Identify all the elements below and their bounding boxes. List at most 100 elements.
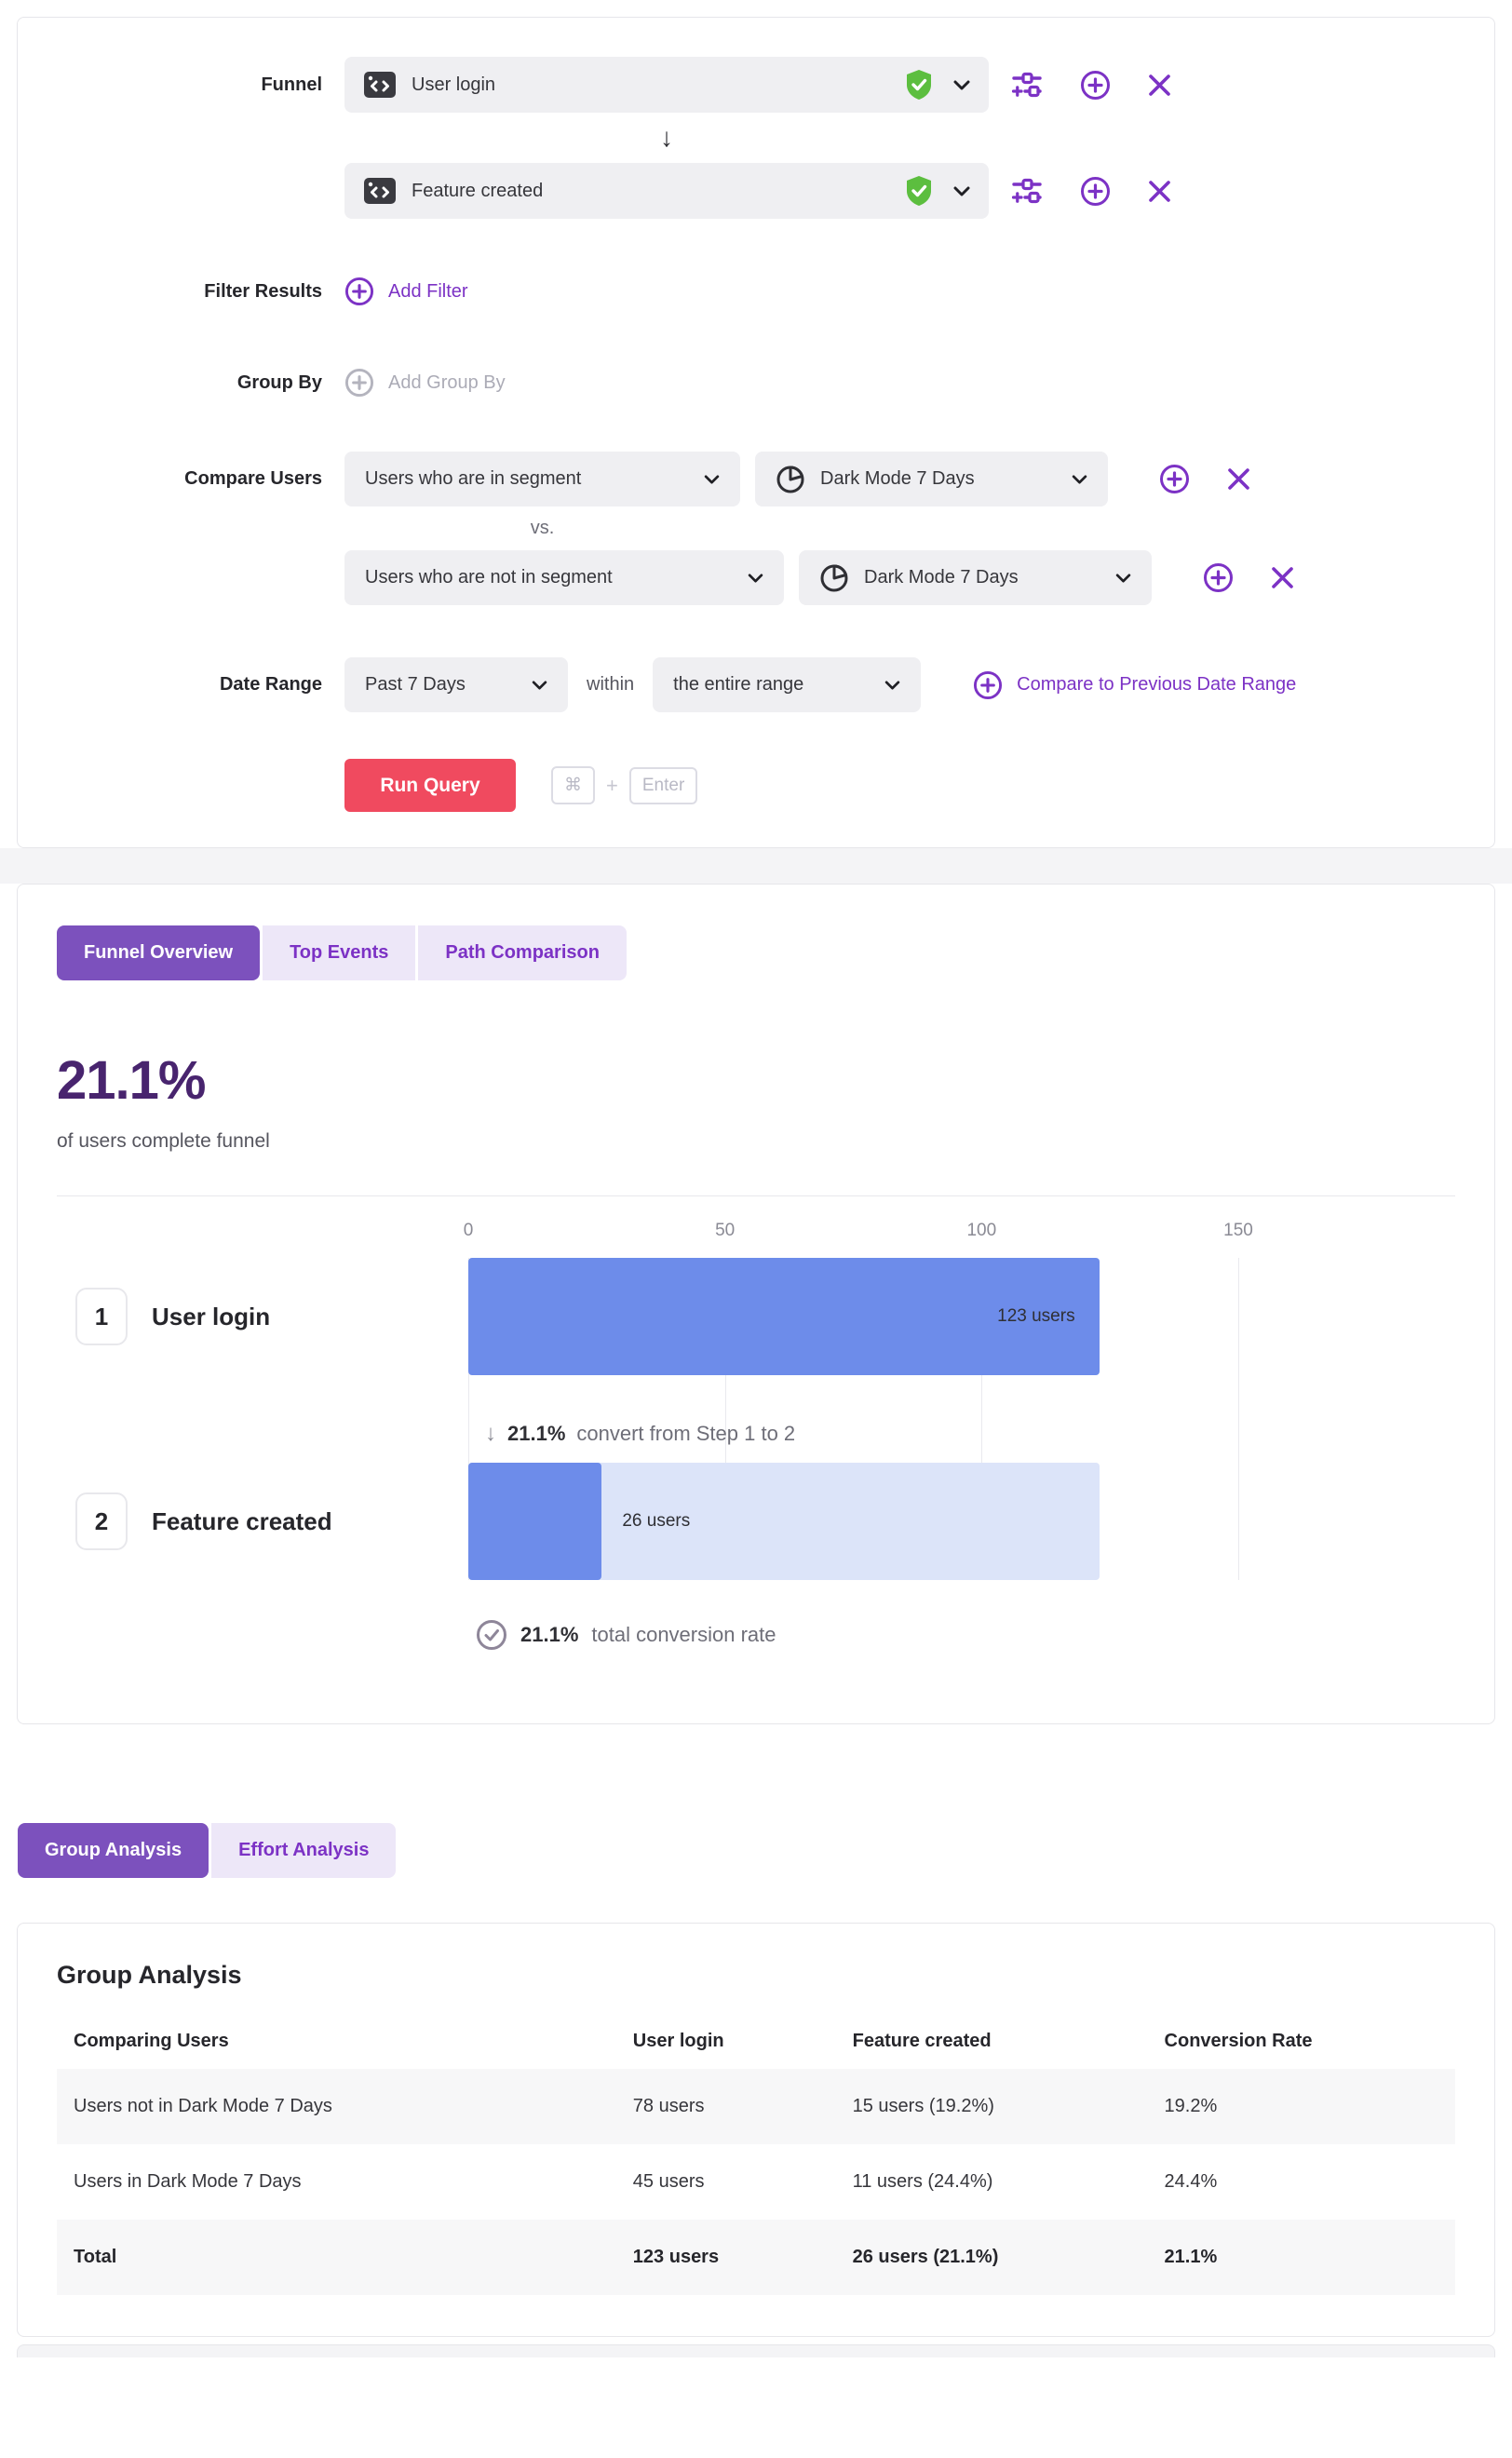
within-label: within <box>587 674 635 695</box>
chevron-down-icon <box>1072 474 1087 484</box>
enter-key: Enter <box>628 766 698 804</box>
compare2-remove-x-icon[interactable] <box>1271 566 1294 589</box>
step1-filter-sliders-icon[interactable] <box>1011 70 1043 100</box>
event-icon <box>363 70 397 100</box>
headline-caption: of users complete funnel <box>57 1130 270 1152</box>
funnel-results-card: Funnel Overview Top Events Path Comparis… <box>17 884 1495 1724</box>
chevron-down-icon <box>884 680 900 690</box>
bar1-users-label: 123 users <box>997 1306 1075 1326</box>
chevron-down-icon <box>704 474 720 484</box>
tab-effort-analysis[interactable]: Effort Analysis <box>211 1823 397 1878</box>
col-conversion-rate: Conversion Rate <box>1164 2031 1313 2051</box>
compare1-add-plus-circle-icon[interactable] <box>1159 464 1190 494</box>
segment-select-2[interactable]: Dark Mode 7 Days <box>799 550 1152 605</box>
axis-tick-label: 50 <box>715 1221 736 1240</box>
cell-user-login: 123 users <box>632 2247 720 2267</box>
table-row: Users in Dark Mode 7 Days 45 users 11 us… <box>57 2144 1455 2220</box>
total-conversion-headline: 21.1% <box>57 1050 206 1111</box>
event-selector-step1[interactable]: User login <box>344 57 989 113</box>
tab-group-analysis[interactable]: Group Analysis <box>18 1823 209 1878</box>
step2-name: Feature created <box>152 1506 332 1535</box>
axis-gridline <box>724 1258 726 1580</box>
funnel-bar-2[interactable] <box>468 1463 602 1580</box>
total-conversion-note: 21.1% total conversion rate <box>476 1619 776 1651</box>
keyboard-shortcut-hint: ⌘ + Enter <box>551 766 698 804</box>
run-query-row: Run Query ⌘ + Enter <box>57 759 1455 812</box>
step-conversion-text: convert from Step 1 to 2 <box>576 1422 796 1445</box>
add-filter-label: Add Filter <box>388 280 468 302</box>
axis-tick-label: 0 <box>463 1221 474 1240</box>
segment-membership-value: Users who are not in segment <box>365 567 613 587</box>
segment-select-1[interactable]: Dark Mode 7 Days <box>755 452 1108 506</box>
run-query-button[interactable]: Run Query <box>344 759 516 812</box>
event-icon <box>363 176 397 206</box>
cell-user-login: 78 users <box>632 2096 705 2116</box>
compare-users-row1: Compare Users Users who are in segment D… <box>57 452 1455 506</box>
step2-filter-sliders-icon[interactable] <box>1011 176 1043 206</box>
date-range-value: Past 7 Days <box>365 674 466 695</box>
cell-group-name: Total <box>74 2247 117 2267</box>
date-scope-select[interactable]: the entire range <box>653 657 922 712</box>
filter-results-label: Filter Results <box>204 280 322 302</box>
tab-funnel-overview[interactable]: Funnel Overview <box>57 925 261 980</box>
table-header-row: Comparing Users User login Feature creat… <box>57 2014 1455 2069</box>
step2-remove-x-icon[interactable] <box>1148 180 1171 203</box>
col-feature-created: Feature created <box>852 2031 992 2051</box>
step2-badge: 2 <box>75 1492 128 1550</box>
chevron-down-icon <box>748 573 763 583</box>
add-group-by-label: Add Group By <box>388 371 506 393</box>
vs-row: vs. <box>57 506 1455 550</box>
cell-group-name: Users in Dark Mode 7 Days <box>74 2171 302 2192</box>
step1-name: User login <box>152 1302 271 1330</box>
table-total-row: Total 123 users 26 users (21.1%) 21.1% <box>57 2220 1455 2295</box>
axis-gridline <box>981 1258 983 1580</box>
funnel-step2-legend: 2 Feature created <box>75 1492 332 1550</box>
arrow-down-icon: ↓ <box>485 1421 496 1446</box>
step2-add-step-plus-circle-icon[interactable] <box>1080 176 1111 207</box>
segment-membership-select-1[interactable]: Users who are in segment <box>344 452 740 506</box>
event-name: User login <box>412 74 496 95</box>
step1-add-step-plus-circle-icon[interactable] <box>1080 70 1111 101</box>
funnel-bar-1[interactable] <box>468 1258 1100 1375</box>
funnel-step1-legend: 1 User login <box>75 1288 270 1345</box>
results-tab-bar: Funnel Overview Top Events Path Comparis… <box>57 925 627 980</box>
cell-conversion-rate: 21.1% <box>1164 2247 1218 2267</box>
section-divider-band <box>0 848 1512 884</box>
group-analysis-card: Group Analysis Comparing Users User logi… <box>17 1923 1495 2337</box>
step-conversion-value: 21.1% <box>507 1422 566 1445</box>
total-conversion-text: total conversion rate <box>591 1623 776 1646</box>
segment-membership-select-2[interactable]: Users who are not in segment <box>344 550 784 605</box>
axis-gridline <box>1238 1258 1239 1580</box>
funnel-chart: 0 50 100 150 1 User login 123 users ↓ 21.1%… <box>57 1221 1455 1679</box>
group-analysis-table: Comparing Users User login Feature creat… <box>57 2014 1455 2295</box>
plus-circle-icon <box>973 670 1003 700</box>
tab-top-events[interactable]: Top Events <box>263 925 416 980</box>
step-conversion-note: ↓ 21.1% convert from Step 1 to 2 <box>485 1421 795 1447</box>
add-group-by-button[interactable]: Add Group By <box>344 368 506 398</box>
add-filter-button[interactable]: Add Filter <box>344 277 468 306</box>
chevron-down-icon <box>953 186 970 196</box>
compare2-add-plus-circle-icon[interactable] <box>1203 562 1234 593</box>
date-range-row: Date Range Past 7 Days within the entire… <box>57 657 1455 712</box>
tab-path-comparison[interactable]: Path Comparison <box>418 925 627 980</box>
group-by-label: Group By <box>236 371 322 393</box>
chevron-down-icon <box>532 680 547 690</box>
funnel-arrow-row: ↓ <box>57 113 1455 163</box>
axis-tick-label: 150 <box>1223 1221 1253 1240</box>
next-card-peek <box>17 2344 1495 2357</box>
pie-chart-icon <box>819 563 849 593</box>
event-selector-step2[interactable]: Feature created <box>344 163 989 219</box>
col-user-login: User login <box>632 2031 724 2051</box>
plus-circle-icon <box>344 277 374 306</box>
compare-previous-date-range-label: Compare to Previous Date Range <box>1017 674 1297 695</box>
compare1-remove-x-icon[interactable] <box>1227 467 1250 491</box>
funnel-step1-row: Funnel User login <box>57 57 1455 113</box>
event-name: Feature created <box>412 180 544 201</box>
compare-previous-date-range-button[interactable]: Compare to Previous Date Range <box>973 670 1296 700</box>
pie-chart-icon <box>776 465 805 494</box>
vs-label: vs. <box>530 518 555 538</box>
date-range-select[interactable]: Past 7 Days <box>344 657 568 712</box>
step1-remove-x-icon[interactable] <box>1148 74 1171 97</box>
query-builder-card: Funnel User login <box>17 17 1495 848</box>
analysis-tab-bar: Group Analysis Effort Analysis <box>18 1823 397 1878</box>
